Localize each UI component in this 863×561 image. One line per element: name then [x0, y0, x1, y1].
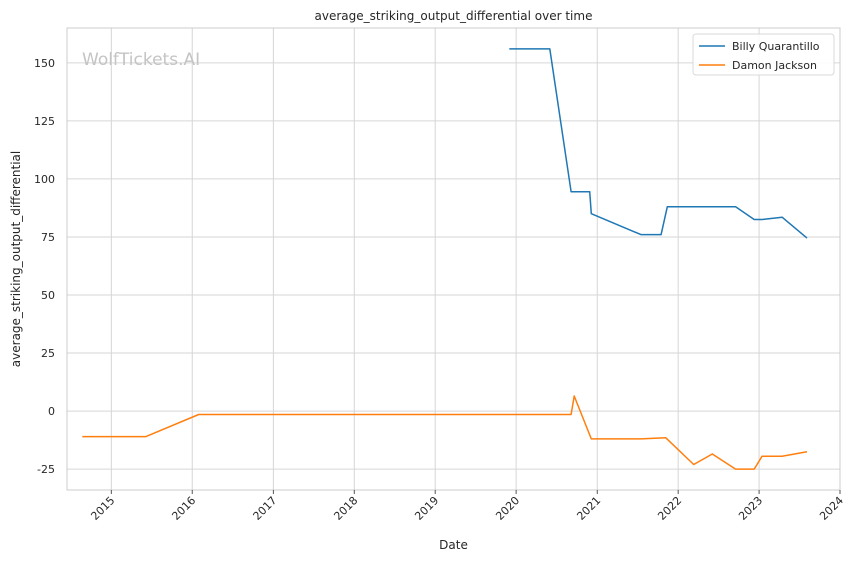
x-axis-title: Date: [439, 538, 468, 552]
y-tick-label: 100: [34, 173, 55, 186]
legend: Billy Quarantillo Damon Jackson: [692, 33, 835, 76]
y-tick-label: 50: [41, 289, 55, 302]
y-axis-ticks: -25 0 25 50 75 100 125 150: [34, 57, 55, 476]
y-axis-title: average_striking_output_differential: [9, 151, 23, 367]
series-line-1: [509, 48, 808, 239]
y-tick-label: 25: [41, 347, 55, 360]
plot-frame: [66, 27, 841, 491]
legend-box: [692, 33, 835, 76]
chart-title: average_striking_output_differential ove…: [315, 9, 593, 23]
grid: [67, 28, 841, 490]
y-tick-label: 125: [34, 115, 55, 128]
y-tick-label: 0: [48, 405, 55, 418]
series-line-2: [82, 395, 808, 470]
watermark-logo: WolfTickets.AI: [82, 50, 200, 70]
series-layer: [82, 48, 808, 470]
y-tick-label: -25: [37, 463, 55, 476]
y-tick-label: 150: [34, 57, 55, 70]
legend-label-2: Damon Jackson: [732, 59, 817, 72]
y-tick-label: 75: [41, 231, 55, 244]
legend-label-1: Billy Quarantillo: [732, 40, 820, 53]
